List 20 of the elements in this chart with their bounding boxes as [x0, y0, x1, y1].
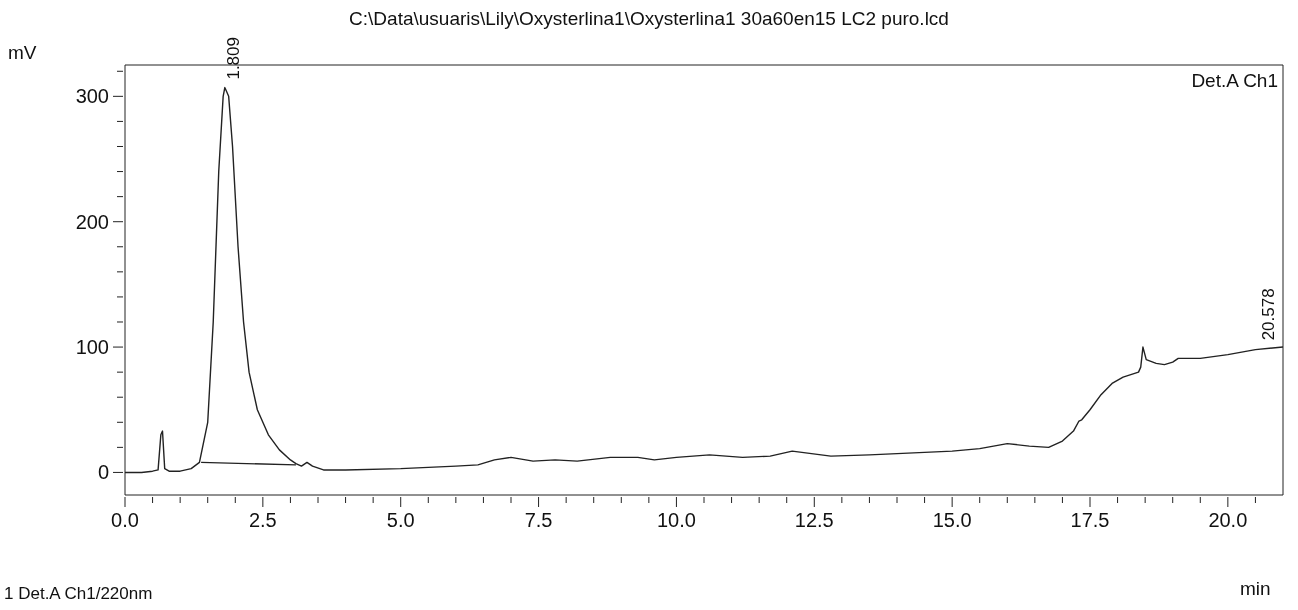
x-tick-label: 17.5: [1070, 509, 1110, 531]
x-tick-label: 5.0: [386, 509, 415, 531]
x-axis-title: min: [1240, 578, 1271, 600]
y-axis-title: mV: [8, 42, 37, 64]
x-tick-label: 20.0: [1208, 509, 1248, 531]
x-tick-label: 2.5: [248, 509, 277, 531]
x-tick-label: 7.5: [524, 509, 553, 531]
annotation: 20.578: [1258, 288, 1278, 341]
y-tick-label: 200: [75, 210, 109, 233]
text: 1 Det.A Ch1/220nm: [4, 584, 153, 604]
chart-title: C:\Data\usuaris\Lily\Oxysterlina1\Oxysterlina1 30a60en15 LC2 puro.lcd: [348, 8, 950, 30]
x-tick-label: 15.0: [932, 509, 972, 531]
x-tick-label: 10.0: [656, 509, 696, 531]
y-tick-label: 0: [97, 461, 109, 484]
y-tick-label: 300: [75, 85, 109, 108]
y-tick-label: 100: [75, 336, 109, 359]
annotation: 1.809: [223, 37, 243, 80]
x-tick-label: 12.5: [794, 509, 834, 531]
x-tick-label: 0.0: [111, 509, 139, 531]
annotation: Det.A Ch1: [1191, 70, 1278, 92]
